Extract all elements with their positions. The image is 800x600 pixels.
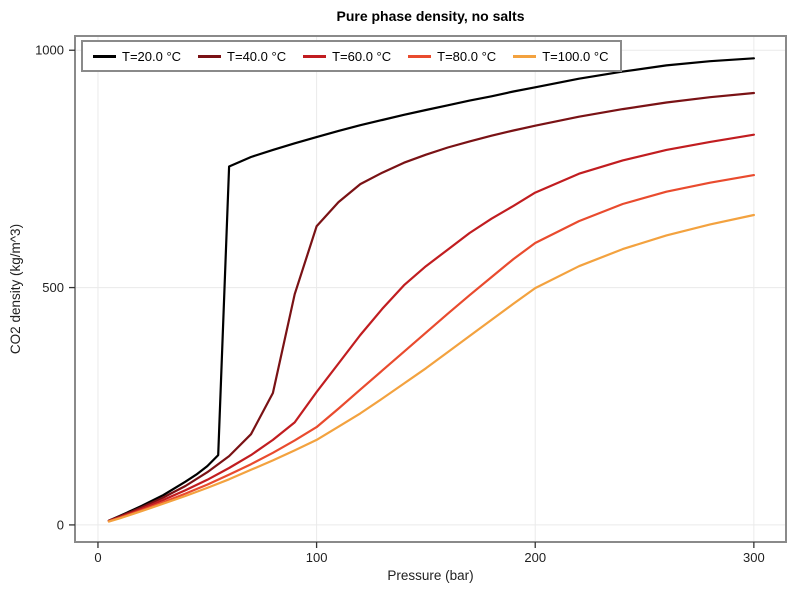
legend-label: T=20.0 °C: [122, 48, 182, 64]
legend-item: T=20.0 °C: [93, 49, 181, 64]
x-tick-label: 0: [94, 550, 101, 565]
x-tick-label: 300: [743, 550, 765, 565]
legend-line-sample: [408, 54, 432, 58]
legend-label: T=40.0 °C: [227, 48, 287, 64]
series-line: [107, 174, 756, 523]
series-line: [107, 133, 756, 523]
y-axis-label-text: CO2 density (kg/m^3): [8, 223, 23, 355]
legend-item: T=100.0 °C: [513, 49, 608, 64]
x-tick-label: 200: [524, 550, 546, 565]
series-line: [107, 57, 756, 522]
legend: T=20.0 °C T=40.0 °C T=60.0 °C T=80.0 °C T=10…: [81, 40, 623, 72]
legend-label: T=100.0 °C: [542, 48, 609, 64]
plot-frame: [74, 35, 787, 543]
legend-line-sample: [93, 54, 116, 58]
legend-label: T=80.0 °C: [437, 48, 497, 64]
y-tick-label: 0: [57, 517, 64, 532]
chart-title: Pure phase density, no salts: [336, 8, 525, 24]
series-line: [107, 213, 756, 523]
series-line: [107, 91, 756, 522]
x-tick-label: 100: [306, 550, 328, 565]
legend-line-sample: [513, 54, 537, 58]
y-tick-label: 500: [42, 280, 64, 295]
legend-item: T=80.0 °C: [408, 49, 496, 64]
y-tick-label: 1000: [35, 43, 64, 58]
legend-line-sample: [303, 54, 327, 58]
legend-item: T=40.0 °C: [198, 49, 286, 64]
x-axis-label: Pressure (bar): [387, 568, 474, 583]
legend-line-sample: [198, 54, 222, 58]
legend-label: T=60.0 °C: [332, 48, 392, 64]
legend-item: T=60.0 °C: [303, 49, 391, 64]
